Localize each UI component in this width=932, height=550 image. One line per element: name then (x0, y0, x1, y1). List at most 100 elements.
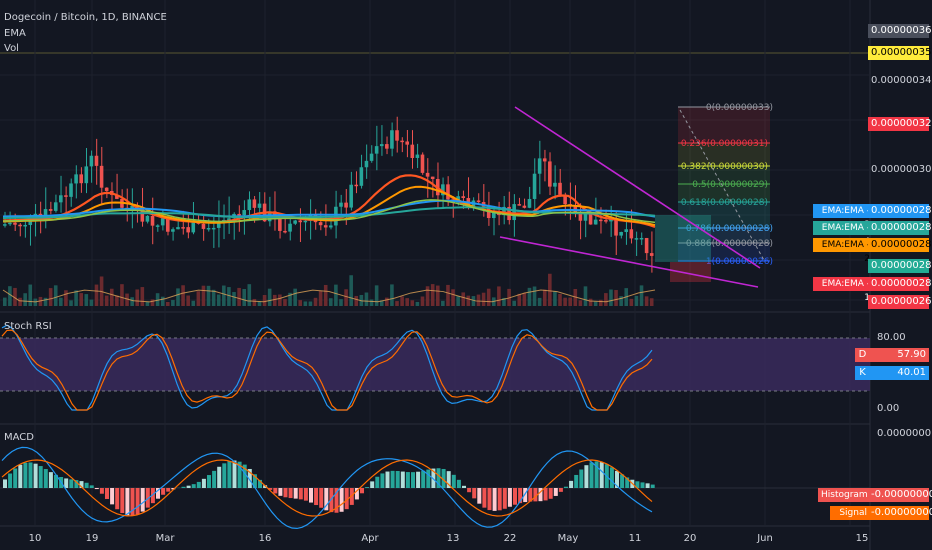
macd-hist-value: -0.00000000 (868, 488, 932, 502)
symbol-title: Dogecoin / Bitcoin, 1D, BINANCE (4, 12, 167, 23)
candle-body (242, 210, 246, 216)
macd-histogram-bar (451, 474, 456, 488)
volume-bar (176, 288, 180, 306)
macd-histogram-bar (232, 460, 237, 488)
volume-bar (451, 289, 455, 306)
volume-bar (23, 293, 27, 306)
macd-histogram-bar (502, 488, 507, 509)
fib-retracement-tool[interactable]: 0(0.00000033) 0.236(0.00000031) 0.382(0.00… (655, 103, 773, 282)
candle-body (43, 209, 48, 219)
fib-level-label: 0.786(0.00000028) (686, 224, 773, 234)
volume-bar (548, 273, 552, 306)
ema1-label: EMA:EMA - 1 (813, 277, 873, 303)
candle-body (639, 237, 644, 240)
volume-bar (262, 294, 267, 306)
volume-bar (593, 301, 598, 306)
macd-histogram-bar (518, 488, 523, 504)
volume-bar (537, 297, 542, 306)
falling-wedge-lines[interactable] (499, 106, 761, 288)
candle-body (374, 146, 379, 154)
volume-bar (206, 285, 211, 306)
macd-histogram-bar (115, 488, 120, 510)
volume-ma-line (2, 289, 656, 303)
candle-body (349, 184, 353, 208)
volume-bar (171, 300, 175, 306)
wedge-upper-line (514, 106, 761, 269)
candle-body (155, 225, 160, 227)
time-axis-label: Apr (361, 533, 379, 544)
volume-bar (385, 297, 389, 306)
volume-bar (502, 297, 506, 306)
macd-signal-label: Signal (830, 506, 870, 520)
volume-bar (59, 297, 63, 306)
macd-histogram-bar (620, 474, 625, 488)
macd-histogram-bar (645, 483, 650, 488)
volume-bar (395, 301, 399, 306)
candle-body (145, 215, 150, 222)
candle-body (211, 227, 216, 230)
macd-histogram-bar (324, 488, 329, 511)
time-axis-label: 20 (684, 533, 697, 544)
macd-histogram-bar (538, 488, 543, 502)
candle-body (583, 213, 588, 221)
ema-legend[interactable]: EMA (4, 28, 26, 39)
candle-body (379, 144, 384, 147)
macd-histogram-bar (579, 469, 584, 488)
candle-body (303, 220, 308, 223)
volume-bar (257, 301, 262, 306)
candle-body (166, 218, 170, 232)
macd-histogram-bar (625, 477, 630, 488)
volume-bar (578, 300, 583, 306)
macd-histogram-bar (558, 488, 563, 492)
stoch-rsi-legend[interactable]: Stoch RSI (4, 321, 52, 332)
ema2-value: 0.00000028 (868, 238, 931, 252)
macd-histogram-bar (380, 473, 385, 488)
candle-body (318, 222, 323, 226)
macd-histogram-bar (13, 468, 18, 488)
candle-body (461, 196, 466, 199)
macd-histogram-bar (293, 488, 298, 499)
candle-body (395, 130, 399, 141)
volume-bar (532, 286, 537, 306)
stoch-k-label: K (855, 366, 870, 380)
macd-histogram-bar (507, 488, 512, 507)
volume-bar (379, 300, 384, 306)
volume-bar (568, 297, 572, 306)
time-axis-label: 16 (259, 533, 272, 544)
macd-histogram-bar (74, 480, 79, 488)
volume-bar (634, 295, 639, 306)
macd-histogram-bar (43, 469, 48, 488)
volume-bar (18, 297, 22, 306)
candle-body (329, 225, 333, 228)
volume-bar (410, 300, 415, 306)
fib-zone-band (678, 228, 770, 243)
candle-body (558, 182, 562, 195)
macd-histogram-bar (344, 488, 349, 510)
macd-histogram-bar (329, 488, 334, 513)
price-badge-level: 0.00000035 (868, 46, 931, 60)
volume-bar (430, 284, 435, 306)
macd-histogram-bar (212, 470, 217, 488)
volume-bar (53, 285, 58, 306)
candle-body (18, 224, 22, 227)
candle-body (537, 158, 542, 174)
macd-histogram-bar (217, 466, 222, 488)
volume-bar (109, 288, 114, 306)
macd-histogram-bar (349, 488, 354, 505)
candle-body (385, 144, 389, 149)
candle-body (634, 238, 639, 240)
volume-bar (349, 275, 353, 306)
candle-body (619, 232, 623, 236)
stoch-axis-0: 0.00 (877, 403, 900, 414)
volume-bar (522, 293, 527, 306)
ema4-label: EMA:EMA - 4 (813, 221, 873, 247)
macd-histogram-bar (125, 488, 130, 516)
macd-legend[interactable]: MACD (4, 432, 34, 443)
macd-histogram-bar (650, 484, 655, 488)
candle-body (150, 215, 155, 226)
volume-bar (303, 301, 308, 306)
vol-legend[interactable]: Vol (4, 43, 19, 54)
macd-histogram-bar (309, 488, 313, 503)
macd-histogram-bar (28, 462, 33, 488)
